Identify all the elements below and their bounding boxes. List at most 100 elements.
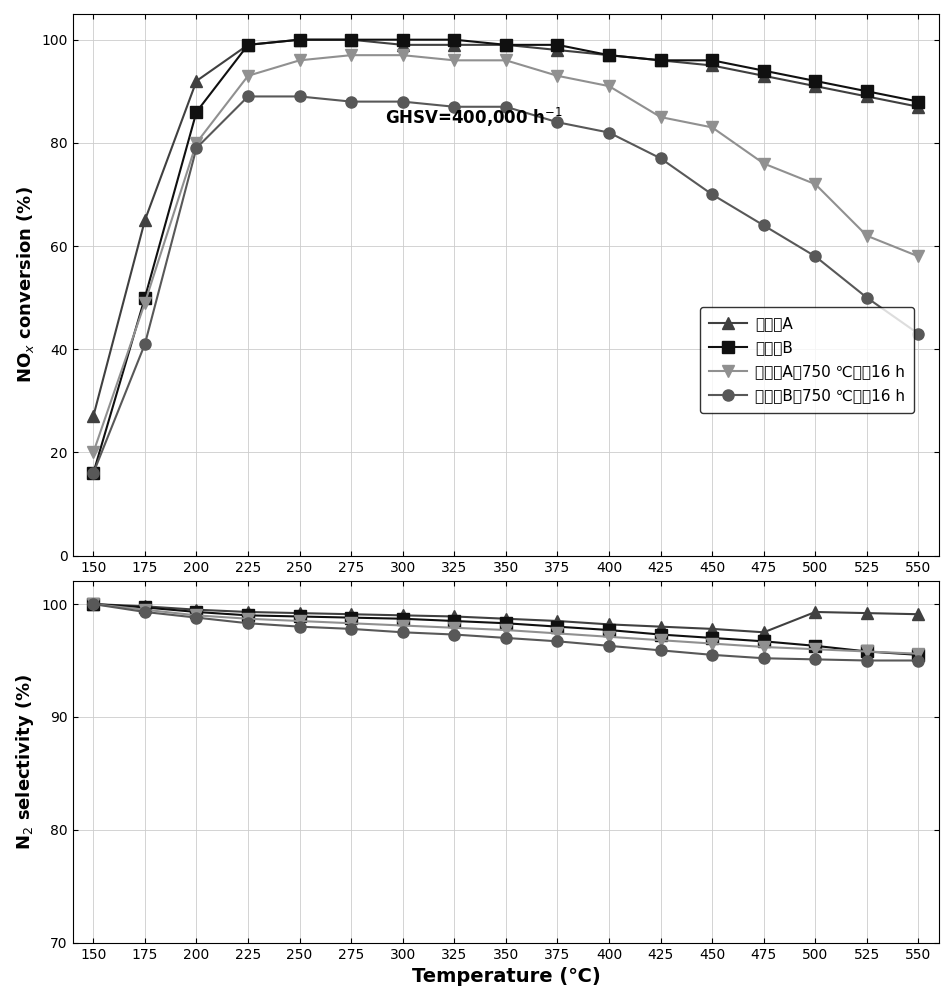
催化剂B: [88, 598, 99, 610]
催化剂B: [912, 649, 923, 661]
催化剂B: [190, 606, 202, 618]
催化剂B经750 ℃老化16 h: [139, 338, 150, 350]
催化剂B经750 ℃老化16 h: [912, 328, 923, 340]
催化剂A: [139, 214, 150, 226]
催化剂A经750 ℃老化16 h: [448, 54, 460, 66]
催化剂B: [861, 645, 872, 657]
催化剂B: [293, 34, 305, 46]
催化剂A经750 ℃老化16 h: [912, 648, 923, 660]
催化剂A经750 ℃老化16 h: [190, 609, 202, 621]
催化剂A: [448, 610, 460, 622]
催化剂B经750 ℃老化16 h: [705, 649, 717, 661]
催化剂B经750 ℃老化16 h: [861, 655, 872, 667]
催化剂B经750 ℃老化16 h: [345, 96, 356, 108]
催化剂B: [551, 621, 563, 633]
催化剂A经750 ℃老化16 h: [912, 250, 923, 262]
催化剂A: [757, 70, 768, 82]
催化剂A经750 ℃老化16 h: [293, 615, 305, 627]
催化剂A经750 ℃老化16 h: [603, 631, 614, 643]
催化剂B经750 ℃老化16 h: [757, 219, 768, 231]
催化剂B经750 ℃老化16 h: [603, 127, 614, 139]
Line: 催化剂A: 催化剂A: [88, 599, 923, 638]
催化剂A经750 ℃老化16 h: [139, 297, 150, 309]
催化剂A: [345, 608, 356, 620]
催化剂B经750 ℃老化16 h: [809, 653, 821, 665]
催化剂A经750 ℃老化16 h: [603, 80, 614, 92]
催化剂A经750 ℃老化16 h: [861, 230, 872, 242]
催化剂A经750 ℃老化16 h: [551, 627, 563, 639]
催化剂A: [705, 59, 717, 71]
催化剂B经750 ℃老化16 h: [500, 632, 511, 644]
催化剂A经750 ℃老化16 h: [757, 641, 768, 653]
Line: 催化剂B经750 ℃老化16 h: 催化剂B经750 ℃老化16 h: [88, 599, 923, 666]
催化剂A经750 ℃老化16 h: [88, 598, 99, 610]
催化剂B: [809, 640, 821, 652]
催化剂B: [551, 39, 563, 51]
催化剂A经750 ℃老化16 h: [757, 158, 768, 170]
催化剂B经750 ℃老化16 h: [809, 250, 821, 262]
催化剂A经750 ℃老化16 h: [861, 645, 872, 657]
催化剂A经750 ℃老化16 h: [190, 137, 202, 149]
催化剂A经750 ℃老化16 h: [500, 624, 511, 636]
催化剂B经750 ℃老化16 h: [448, 101, 460, 113]
催化剂A经750 ℃老化16 h: [551, 70, 563, 82]
催化剂B经750 ℃老化16 h: [448, 629, 460, 641]
催化剂A: [190, 75, 202, 87]
催化剂A: [861, 90, 872, 102]
催化剂B经750 ℃老化16 h: [603, 640, 614, 652]
催化剂B: [190, 106, 202, 118]
Y-axis label: N$_2$ selectivity (%): N$_2$ selectivity (%): [14, 674, 36, 850]
催化剂A经750 ℃老化16 h: [448, 622, 460, 634]
催化剂B: [242, 39, 253, 51]
催化剂B: [448, 34, 460, 46]
Text: GHSV=400,000 h$^{-1}$: GHSV=400,000 h$^{-1}$: [385, 106, 562, 129]
催化剂B: [654, 629, 665, 641]
催化剂A经750 ℃老化16 h: [88, 446, 99, 458]
催化剂A: [705, 623, 717, 635]
催化剂A: [603, 49, 614, 61]
Line: 催化剂A: 催化剂A: [88, 34, 923, 422]
催化剂A: [448, 39, 460, 51]
催化剂A经750 ℃老化16 h: [139, 604, 150, 616]
催化剂B: [345, 34, 356, 46]
催化剂A: [757, 626, 768, 638]
催化剂B经750 ℃老化16 h: [551, 116, 563, 128]
催化剂A: [139, 600, 150, 612]
催化剂B: [757, 635, 768, 647]
催化剂B: [705, 632, 717, 644]
催化剂A: [190, 604, 202, 616]
催化剂A: [912, 608, 923, 620]
催化剂B经750 ℃老化16 h: [757, 652, 768, 664]
催化剂A: [293, 34, 305, 46]
X-axis label: Temperature (℃): Temperature (℃): [411, 967, 600, 986]
催化剂A经750 ℃老化16 h: [345, 617, 356, 629]
催化剂B: [705, 54, 717, 66]
催化剂A经750 ℃老化16 h: [500, 54, 511, 66]
催化剂B经750 ℃老化16 h: [88, 467, 99, 479]
催化剂A: [242, 39, 253, 51]
催化剂B经750 ℃老化16 h: [190, 142, 202, 154]
催化剂B经750 ℃老化16 h: [500, 101, 511, 113]
催化剂A: [809, 606, 821, 618]
催化剂B: [448, 615, 460, 627]
催化剂A: [861, 607, 872, 619]
催化剂A: [500, 39, 511, 51]
催化剂A: [88, 410, 99, 422]
催化剂B经750 ℃老化16 h: [293, 90, 305, 102]
催化剂A: [397, 39, 408, 51]
催化剂A: [551, 615, 563, 627]
催化剂A: [293, 607, 305, 619]
催化剂B: [603, 49, 614, 61]
催化剂B经750 ℃老化16 h: [705, 188, 717, 200]
催化剂A: [654, 621, 665, 633]
Line: 催化剂A经750 ℃老化16 h: 催化剂A经750 ℃老化16 h: [88, 50, 923, 458]
催化剂A: [88, 598, 99, 610]
催化剂B: [397, 34, 408, 46]
催化剂A经750 ℃老化16 h: [654, 111, 665, 123]
催化剂B经750 ℃老化16 h: [654, 152, 665, 164]
催化剂B: [861, 85, 872, 97]
催化剂B经750 ℃老化16 h: [190, 612, 202, 624]
Legend: 催化剂A, 催化剂B, 催化剂A经750 ℃老化16 h, 催化剂B经750 ℃老化16 h: 催化剂A, 催化剂B, 催化剂A经750 ℃老化16 h, 催化剂B经750 ℃…: [699, 307, 913, 413]
催化剂B: [139, 601, 150, 613]
催化剂B经750 ℃老化16 h: [551, 635, 563, 647]
